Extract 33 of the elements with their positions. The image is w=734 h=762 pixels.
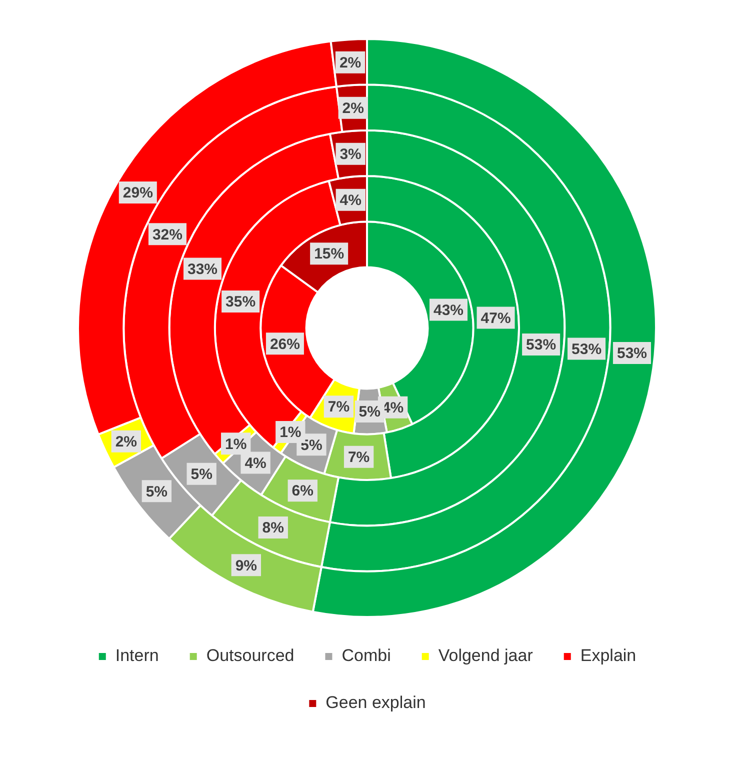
data-label: 6% [292,482,314,500]
data-label: 43% [433,302,464,319]
data-label: 4% [340,192,362,209]
data-label: 7% [328,398,350,416]
legend-label: Explain [580,646,636,666]
data-label: 53% [572,340,602,358]
data-label: 35% [226,294,256,311]
legend-label: Geen explain [326,693,426,712]
data-label: 15% [314,246,344,263]
data-label: 1% [225,436,247,453]
data-label: 9% [235,557,258,574]
data-label: 47% [480,310,511,327]
data-label: 8% [262,520,284,537]
data-label: 2% [115,433,138,450]
data-label: 5% [358,404,380,421]
legend-label: Outsourced [206,646,294,666]
data-label: 33% [187,260,218,278]
data-label: 5% [190,466,212,483]
data-label: 7% [348,449,370,466]
data-label: 53% [616,345,648,362]
legend-label: Intern [115,646,159,666]
data-label: 29% [122,184,153,202]
data-label: 5% [146,483,168,500]
legend-label: Volgend jaar [438,646,534,666]
data-label: 53% [526,336,556,354]
legend-label: Combi [342,646,391,666]
data-label: 1% [280,424,302,442]
data-label: 4% [244,454,266,472]
data-label: 2% [339,54,362,72]
data-label: 26% [270,336,300,353]
data-label: 2% [342,100,364,118]
data-label: 3% [340,146,362,164]
data-label: 32% [152,226,182,244]
